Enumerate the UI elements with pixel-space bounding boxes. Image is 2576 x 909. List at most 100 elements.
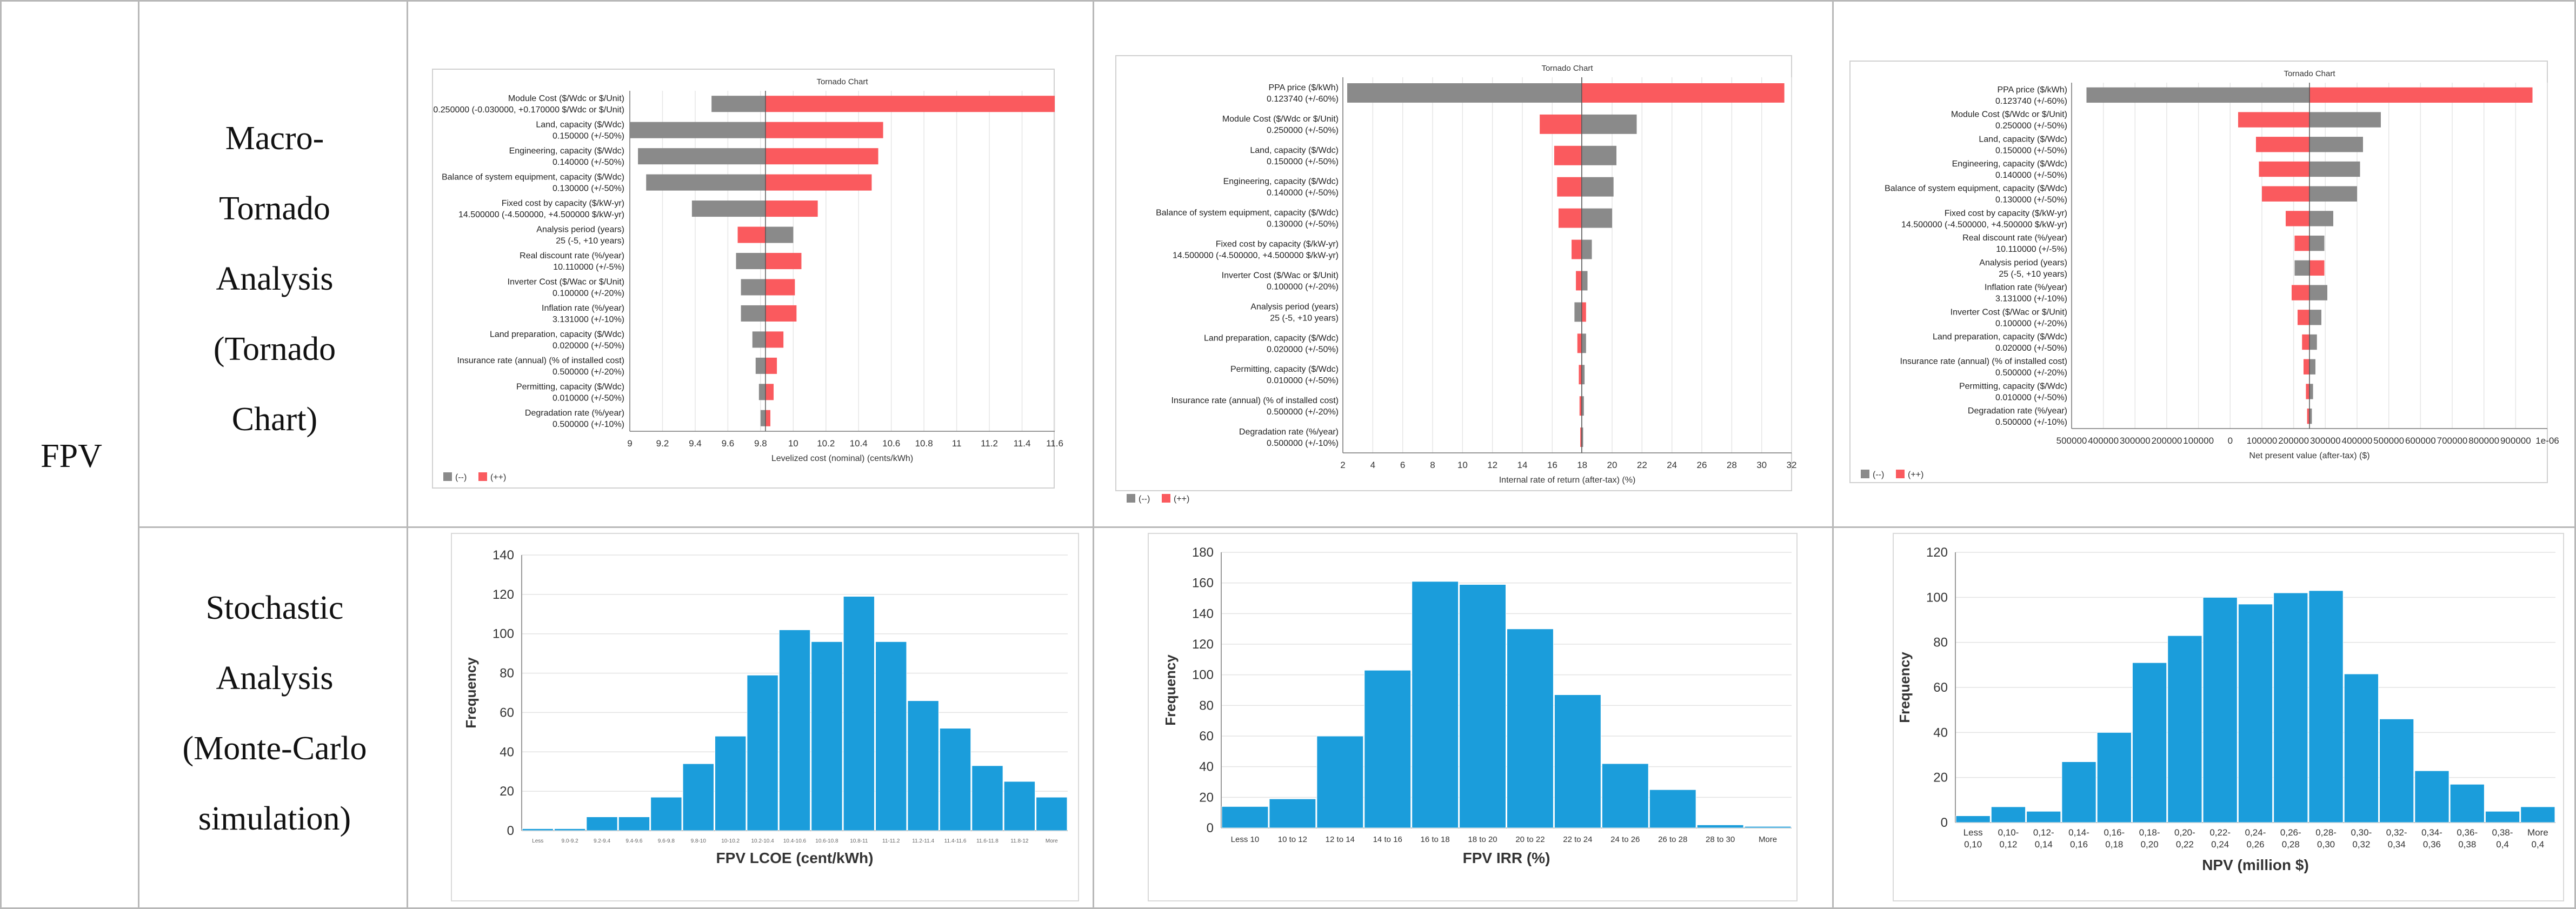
x-tick-label-2: 0,28 [2282, 839, 2300, 850]
parameter-range: 0.100000 (+/-20%) [1267, 282, 1339, 291]
x-tick-label: 30 [1756, 460, 1767, 470]
low-bar [1581, 427, 1583, 447]
x-tick-label: 200000 [2152, 436, 2182, 446]
histogram-bar [714, 736, 747, 831]
x-tick-label: 10.4 [850, 438, 868, 449]
low-bar [2309, 186, 2357, 202]
parameter-label: Analysis period (years) [1250, 302, 1339, 311]
x-tick-label: 0 [2228, 436, 2233, 446]
x-tick-label: 10.2-10.4 [751, 838, 774, 844]
low-bar [1581, 208, 1612, 228]
legend-swatch-high [1896, 470, 1905, 478]
low-bar [1581, 177, 1614, 197]
high-bar [765, 122, 883, 138]
parameter-range: 0.500000 (+/-20%) [1267, 407, 1339, 417]
x-tick-label: 400000 [2088, 436, 2119, 446]
y-tick-label: 40 [1199, 760, 1214, 774]
y-tick-label: 160 [1192, 576, 1214, 591]
x-tick-label: 18 [1577, 460, 1587, 470]
parameter-range: 3.131000 (+/-10%) [553, 315, 624, 324]
low-bar [1581, 333, 1586, 353]
high-bar [2256, 137, 2309, 152]
high-bar [1540, 114, 1582, 134]
parameter-label: Inverter Cost ($/Wac or $/Unit) [1222, 271, 1339, 280]
y-tick-label: 40 [500, 745, 514, 759]
high-bar [1554, 145, 1582, 165]
parameter-label: Insurance rate (annual) (% of installed … [457, 356, 624, 365]
low-bar [2309, 310, 2321, 325]
x-axis-title: Net present value (after-tax) ($) [2249, 451, 2369, 460]
low-bar [758, 384, 766, 400]
x-tick-label: 500000 [2056, 436, 2087, 446]
histogram-bar [1269, 798, 1316, 828]
x-tick-label: 9.4 [689, 438, 702, 449]
x-axis-title: Levelized cost (nominal) (cents/kWh) [771, 454, 913, 463]
histogram-bar [939, 728, 971, 831]
x-tick-label-2: 0,14 [2035, 839, 2053, 850]
parameter-range: 0.020000 (+/-50%) [1267, 345, 1339, 354]
y-tick-label: 180 [1192, 545, 1214, 560]
legend-label-high: (++) [1174, 494, 1189, 504]
y-tick-label: 0 [1207, 821, 1214, 836]
low-bar [755, 357, 766, 374]
x-tick-label: 11-11.2 [882, 838, 900, 844]
histogram-bar [2238, 604, 2273, 823]
histogram-bar [2061, 761, 2096, 823]
high-bar [2262, 186, 2309, 202]
x-tick-label: 10 [1457, 460, 1468, 470]
stochastic-label-line: Stochastic [205, 590, 344, 626]
parameter-label: Balance of system equipment, capacity ($… [442, 173, 624, 182]
x-tick-label: Less [532, 838, 543, 844]
tornado-npv-cell: Tornado Chart 500000 400000 300000 200000 100… [1832, 0, 2576, 528]
histogram-bar [1554, 694, 1601, 828]
histogram-bar [778, 629, 811, 831]
y-tick-label: 80 [1933, 636, 1948, 650]
low-bar [741, 279, 766, 296]
parameter-range: 14.500000 (-4.500000, +4.500000 $/kW-yr) [1173, 251, 1339, 260]
parameter-label: Land preparation, capacity ($/Wdc) [1204, 333, 1339, 343]
parameter-range: 0.010000 (+/-50%) [553, 393, 624, 403]
y-tick-label: 20 [500, 784, 514, 799]
x-tick-label: 11.8-12 [1010, 838, 1029, 844]
histogram-bar [2485, 811, 2520, 823]
parameter-range: 0.123740 (+/-60%) [1267, 95, 1339, 104]
y-tick-label: 100 [1192, 668, 1214, 683]
parameter-range: 0.250000 (-0.030000, +0.170000 $/Wdc or … [433, 105, 624, 115]
x-tick-label: 700000 [2437, 436, 2468, 446]
parameter-label: Inflation rate (%/year) [542, 304, 624, 313]
high-bar [1577, 333, 1582, 353]
low-bar [1581, 396, 1584, 416]
macro-label-line: Macro- [225, 120, 324, 157]
x-tick-label-2: 0,4 [2532, 839, 2545, 850]
parameter-range: 14.500000 (-4.500000, +4.500000 $/kW-yr) [1901, 220, 2067, 229]
low-bar [1581, 114, 1637, 134]
parameter-range: 0.130000 (+/-50%) [1267, 220, 1339, 229]
histogram-bar [1649, 789, 1696, 828]
x-tick-label: 24 [1667, 460, 1677, 470]
high-bar [2304, 359, 2309, 375]
x-tick-label: 11.4-11.6 [944, 838, 967, 844]
high-bar [2306, 384, 2309, 399]
parameter-label: Fixed cost by capacity ($/kW-yr) [1216, 240, 1339, 249]
histogram-bar [1003, 781, 1036, 831]
x-tick-label: 26 to 28 [1658, 835, 1687, 844]
x-tick-label: 0,10- [1998, 827, 2019, 838]
parameter-label: Permitting, capacity ($/Wdc) [1959, 382, 2067, 391]
x-tick-label: 600000 [2405, 436, 2436, 446]
parameter-range: 0.020000 (+/-50%) [1995, 344, 2067, 353]
x-tick-label-2: 0,16 [2070, 839, 2088, 850]
parameter-label: Land, capacity ($/Wdc) [536, 121, 624, 130]
x-tick-label: 16 to 18 [1421, 835, 1450, 844]
low-bar [1581, 271, 1588, 291]
x-tick-label: 14 to 16 [1373, 835, 1402, 844]
x-tick-label: 9 [627, 438, 632, 449]
parameter-label: Balance of system equipment, capacity ($… [1156, 209, 1339, 218]
low-bar [638, 148, 766, 165]
parameter-range: 25 (-5, +10 years) [556, 237, 624, 246]
high-bar [1579, 365, 1582, 385]
y-axis-title: Frequency [463, 657, 479, 728]
x-tick-label-2: 0,30 [2317, 839, 2335, 850]
chart-title: Tornado Chart [2284, 69, 2335, 78]
